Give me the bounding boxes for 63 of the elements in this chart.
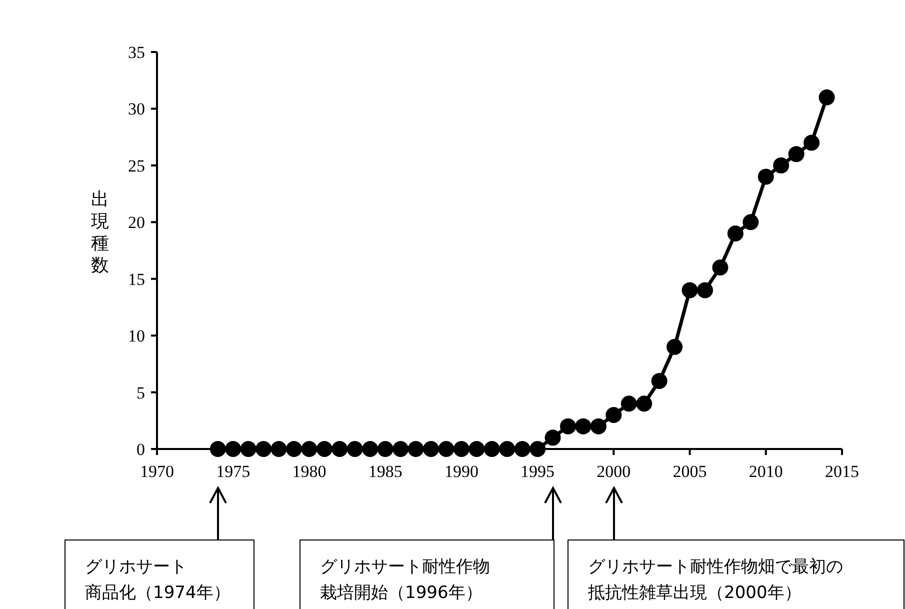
point [666,338,683,355]
point [620,396,637,412]
point [316,441,332,457]
x-tick-label: 2010 [748,462,783,481]
point [286,441,302,457]
x-tick-label: 2015 [825,462,859,481]
point [256,441,272,457]
point [453,441,470,457]
text: グリホサート耐性作物畑で最初の抵抗性雑草出現（2000年） [587,557,843,603]
point [332,441,348,457]
x-tick-label: 2005 [672,462,707,481]
point [530,441,546,457]
x-tick-label: 1980 [292,462,326,481]
point [408,441,424,457]
point [560,418,576,434]
x-tick-label: 2000 [596,462,631,481]
point [590,418,606,434]
x-tick-label: 1985 [368,462,402,481]
point [712,260,728,276]
x-tick-label: 1995 [520,462,555,481]
point [301,441,318,457]
point [240,441,256,457]
text: グリホサート耐性作物栽培開始（1996年） [320,557,490,603]
point [788,146,804,162]
point [758,168,774,185]
point [438,441,454,457]
point [210,441,226,457]
y-tick-label: 30 [128,100,145,119]
point [697,282,713,298]
point [225,441,242,457]
point [575,418,592,434]
y-tick-label: 10 [128,326,145,346]
point [742,214,759,230]
y-tick-label: 0 [136,440,145,459]
point [468,441,485,457]
point [423,441,439,457]
point [727,225,744,242]
point [651,372,668,389]
y-tick-label: 5 [136,383,145,402]
point [392,441,409,457]
y-tick-label: 15 [128,270,145,289]
y-tick-label: 25 [128,156,145,176]
point [362,441,378,457]
point [544,430,561,446]
y-tick-label: 35 [128,43,145,62]
x-tick-label: 1990 [444,462,478,481]
point [682,282,698,298]
point [484,441,500,457]
point [818,89,835,106]
text: グリホサート商品化（1974年） [85,557,230,603]
x-tick-label: 1970 [140,462,174,481]
point [346,441,363,457]
y-axis-title: 出現種数 [91,189,109,276]
point [514,441,530,457]
point [636,396,652,412]
point [499,441,516,457]
point [804,134,820,151]
point [270,441,287,457]
point [773,157,790,174]
y-tick-label: 20 [128,213,145,232]
point [606,406,622,423]
point [377,441,394,457]
x-tick-label: 1975 [216,462,250,481]
